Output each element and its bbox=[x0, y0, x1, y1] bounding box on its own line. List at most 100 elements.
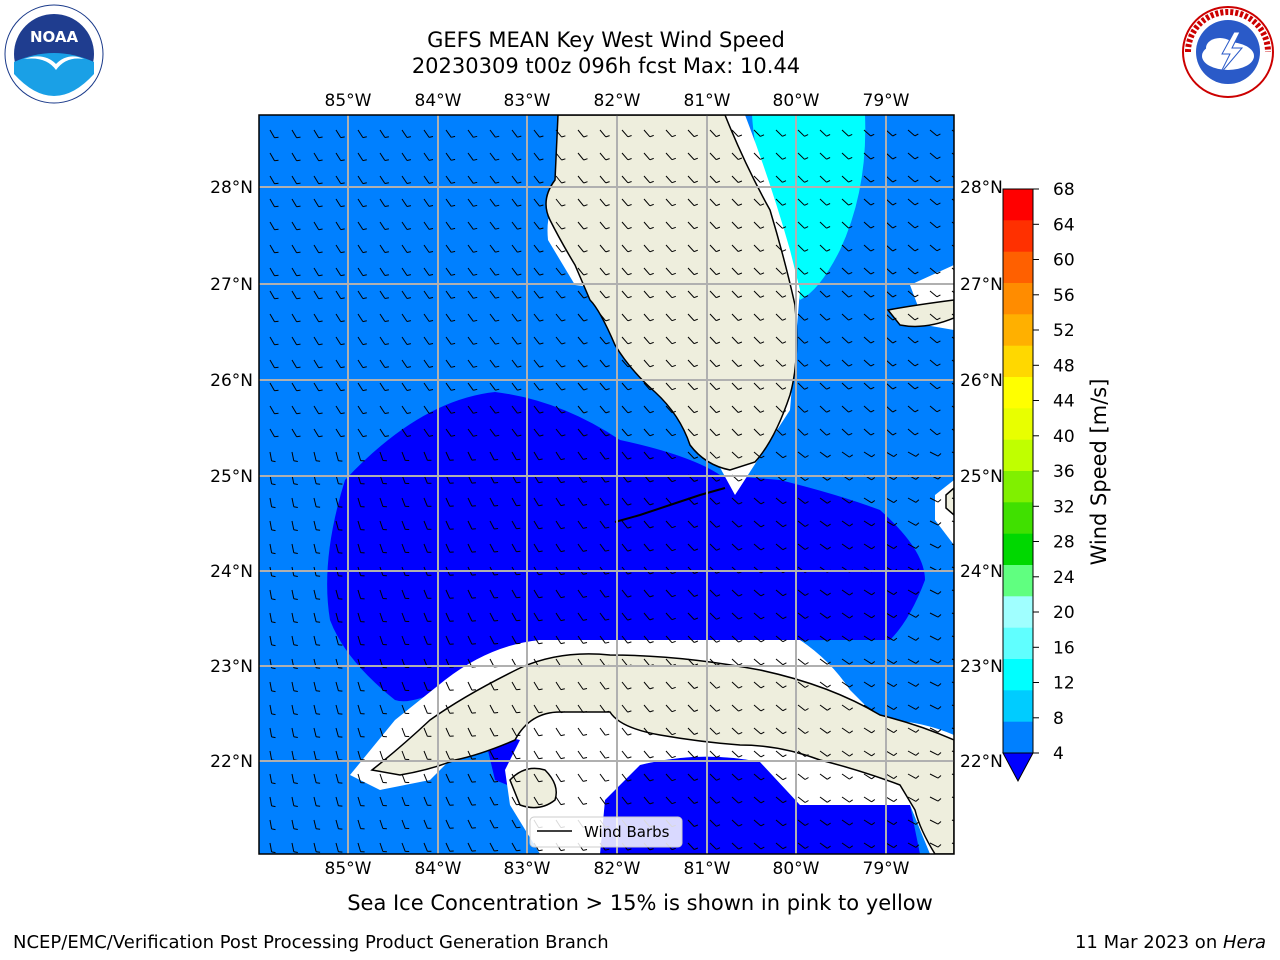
wind-barb bbox=[599, 198, 610, 207]
wind-barb bbox=[401, 313, 412, 322]
wind-barb bbox=[599, 405, 610, 414]
wind-barb bbox=[511, 428, 522, 437]
wind-barb bbox=[863, 727, 876, 734]
wind-barb bbox=[445, 842, 454, 852]
wind-barb bbox=[599, 359, 610, 368]
lon-tick-label-bottom: 81°W bbox=[684, 859, 731, 879]
wind-barb bbox=[687, 152, 698, 161]
wind-barb bbox=[467, 842, 476, 852]
wind-barb bbox=[599, 428, 610, 437]
wind-barb bbox=[643, 359, 654, 368]
footer-date-text: 11 Mar 2023 on bbox=[1074, 932, 1223, 953]
wind-barb bbox=[819, 819, 831, 826]
wind-barb bbox=[577, 635, 588, 644]
wind-barb bbox=[885, 681, 898, 688]
wind-barb bbox=[599, 451, 610, 460]
wind-barb bbox=[819, 221, 831, 229]
wind-barb bbox=[401, 750, 410, 760]
wind-barb bbox=[379, 819, 387, 830]
wind-barb bbox=[533, 727, 543, 737]
wind-barb bbox=[621, 635, 632, 644]
lat-tick-label-left: 25°N bbox=[210, 467, 253, 487]
wind-barb bbox=[291, 244, 301, 254]
wind-barb bbox=[423, 589, 432, 599]
wind-barb bbox=[775, 175, 787, 183]
wind-barb bbox=[357, 313, 367, 323]
wind-barb bbox=[687, 221, 698, 230]
wind-barb bbox=[907, 589, 920, 595]
wind-barb bbox=[775, 152, 787, 160]
wind-barb bbox=[819, 198, 831, 206]
wind-barb bbox=[775, 727, 787, 735]
wind-barb bbox=[555, 612, 565, 622]
wind-barb bbox=[599, 796, 610, 805]
wind-barb bbox=[907, 842, 920, 848]
wind-barb bbox=[621, 405, 632, 414]
colorbar-tick-label: 44 bbox=[1053, 392, 1075, 412]
wind-barb bbox=[907, 750, 920, 756]
wind-barb bbox=[335, 221, 345, 231]
wind-barb bbox=[533, 290, 544, 299]
wind-barb bbox=[555, 336, 566, 345]
wind-barb bbox=[797, 221, 809, 229]
wind-barb bbox=[665, 727, 676, 736]
wind-barb bbox=[467, 727, 476, 737]
wind-barb bbox=[951, 267, 954, 271]
wind-barb bbox=[775, 658, 787, 666]
wind-barb bbox=[379, 612, 387, 623]
wind-barb bbox=[445, 520, 454, 530]
wind-barb bbox=[555, 198, 566, 207]
wind-barb bbox=[335, 520, 343, 531]
wind-barb bbox=[819, 497, 831, 504]
wind-barb bbox=[797, 773, 809, 780]
wind-barb bbox=[599, 612, 610, 621]
wind-barb bbox=[335, 152, 345, 162]
wind-barb bbox=[357, 359, 367, 369]
wind-barb bbox=[511, 198, 522, 207]
wind-barb bbox=[753, 221, 765, 229]
wind-barb bbox=[489, 152, 500, 161]
wind-barb bbox=[885, 405, 897, 413]
wind-barb bbox=[885, 382, 897, 390]
wind-barb bbox=[929, 497, 942, 503]
wind-barb bbox=[423, 612, 432, 622]
wind-barb bbox=[357, 750, 365, 761]
wind-barb bbox=[423, 290, 434, 299]
wind-barb bbox=[687, 681, 699, 689]
wind-barb bbox=[555, 244, 566, 253]
wind-barb bbox=[841, 658, 853, 665]
wind-barb bbox=[291, 129, 301, 139]
wind-barb bbox=[951, 198, 954, 202]
wind-barb bbox=[357, 520, 365, 531]
wind-barb bbox=[621, 244, 632, 253]
wind-barb bbox=[401, 681, 410, 691]
wind-barb bbox=[445, 750, 454, 760]
wind-barb bbox=[313, 796, 321, 807]
wind-barb bbox=[687, 842, 699, 850]
wind-barb bbox=[731, 520, 743, 528]
wind-barb bbox=[863, 152, 875, 160]
wind-barb bbox=[467, 497, 476, 507]
wind-barb bbox=[445, 382, 456, 391]
wind-barb bbox=[951, 152, 954, 156]
wind-barb bbox=[929, 658, 942, 664]
wind-barb bbox=[687, 750, 699, 758]
wind-barb bbox=[379, 589, 387, 600]
wind-barb bbox=[885, 221, 897, 229]
wind-barb bbox=[841, 152, 853, 160]
colorbar-segment bbox=[1003, 283, 1033, 315]
wind-barb bbox=[687, 727, 699, 735]
wind-barb bbox=[665, 382, 676, 391]
wind-barb bbox=[357, 497, 365, 508]
wind-barb bbox=[863, 359, 875, 367]
wind-barb bbox=[555, 681, 565, 691]
wind-barb bbox=[775, 428, 787, 436]
wind-barb bbox=[687, 313, 698, 322]
wind-barb bbox=[379, 773, 387, 784]
wind-barb bbox=[687, 359, 698, 368]
wind-barb bbox=[467, 244, 478, 253]
wind-barb bbox=[863, 635, 876, 642]
wind-barb bbox=[819, 635, 831, 642]
colorbar-tick-label: 20 bbox=[1053, 603, 1075, 623]
wind-barb bbox=[731, 267, 743, 275]
